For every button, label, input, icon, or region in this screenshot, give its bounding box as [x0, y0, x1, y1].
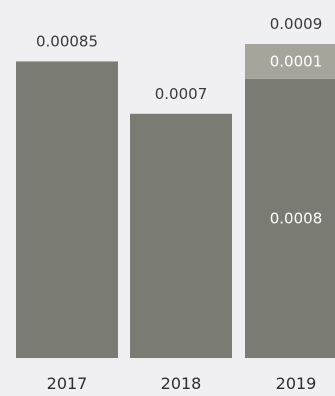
segment-label-2019-1: 0.0001: [270, 52, 323, 70]
x-tick-label-2018: 2018: [161, 374, 202, 393]
bar-2017-segment-0: [16, 61, 118, 358]
segment-label-2019-0: 0.0008: [270, 209, 323, 227]
total-label-2019: 0.0009: [270, 15, 323, 33]
x-tick-label-2017: 2017: [47, 374, 88, 393]
total-label-2018: 0.0007: [155, 85, 208, 103]
bar-2019-segment-0: [245, 78, 335, 358]
total-label-2017: 0.00085: [36, 32, 98, 50]
bars-layer: [16, 44, 335, 359]
bar-2018-segment-0: [130, 113, 232, 359]
x-axis-ticks: 2017 2018 2019: [47, 374, 317, 393]
labels-layer: 0.00085 0.0007 0.0009 0.0008 0.0001: [36, 15, 322, 227]
x-tick-label-2019: 2019: [276, 374, 317, 393]
bar-2019-segment-1: [245, 44, 335, 79]
